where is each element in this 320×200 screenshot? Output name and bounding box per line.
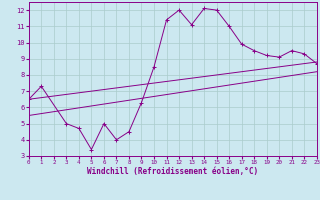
X-axis label: Windchill (Refroidissement éolien,°C): Windchill (Refroidissement éolien,°C) xyxy=(87,167,258,176)
